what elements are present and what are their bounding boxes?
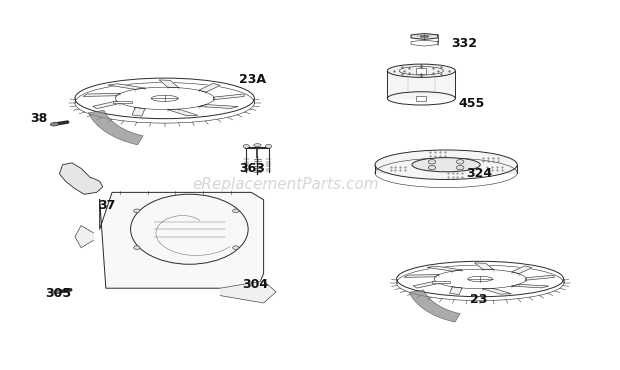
Text: 23A: 23A (239, 74, 266, 87)
Text: 455: 455 (458, 97, 485, 110)
Bar (416, 96, 427, 101)
Text: 304: 304 (242, 278, 268, 291)
Circle shape (232, 246, 239, 249)
Polygon shape (375, 165, 517, 173)
Circle shape (243, 144, 249, 148)
Polygon shape (168, 109, 198, 116)
Polygon shape (427, 266, 462, 271)
Text: 332: 332 (451, 37, 477, 50)
Polygon shape (108, 84, 145, 89)
Ellipse shape (53, 290, 62, 294)
Polygon shape (475, 263, 494, 270)
Polygon shape (60, 163, 103, 194)
Text: 37: 37 (99, 199, 116, 212)
Circle shape (456, 165, 464, 170)
Circle shape (428, 165, 436, 170)
Bar (432, 281, 450, 283)
Polygon shape (450, 287, 462, 295)
Circle shape (134, 246, 140, 249)
Text: 38: 38 (30, 112, 48, 125)
Wedge shape (89, 110, 143, 145)
Polygon shape (482, 288, 512, 294)
Polygon shape (214, 94, 244, 100)
Polygon shape (132, 107, 145, 116)
Polygon shape (159, 80, 179, 88)
Circle shape (265, 144, 272, 148)
Polygon shape (526, 275, 554, 280)
Circle shape (134, 209, 140, 213)
Wedge shape (409, 290, 460, 322)
Bar (113, 101, 132, 103)
Ellipse shape (388, 64, 455, 77)
Ellipse shape (375, 150, 517, 179)
Text: 305: 305 (45, 287, 71, 300)
Text: 324: 324 (466, 168, 492, 181)
Polygon shape (93, 101, 120, 109)
Ellipse shape (254, 144, 261, 147)
Text: 23: 23 (469, 293, 487, 306)
Polygon shape (199, 83, 220, 92)
Polygon shape (404, 275, 439, 278)
Polygon shape (512, 266, 532, 274)
Polygon shape (388, 71, 455, 98)
Polygon shape (199, 105, 238, 108)
Polygon shape (75, 226, 94, 248)
Ellipse shape (420, 36, 428, 37)
Polygon shape (220, 281, 276, 303)
Text: 363: 363 (239, 162, 265, 175)
Circle shape (428, 159, 436, 164)
Bar (416, 68, 427, 74)
Ellipse shape (412, 158, 480, 172)
Polygon shape (413, 281, 439, 288)
Polygon shape (411, 34, 438, 39)
Text: eReplacementParts.com: eReplacementParts.com (192, 178, 379, 192)
Ellipse shape (50, 122, 59, 126)
Circle shape (456, 159, 464, 164)
Polygon shape (512, 285, 549, 288)
Circle shape (232, 209, 239, 213)
Polygon shape (100, 192, 264, 288)
Polygon shape (83, 93, 120, 97)
